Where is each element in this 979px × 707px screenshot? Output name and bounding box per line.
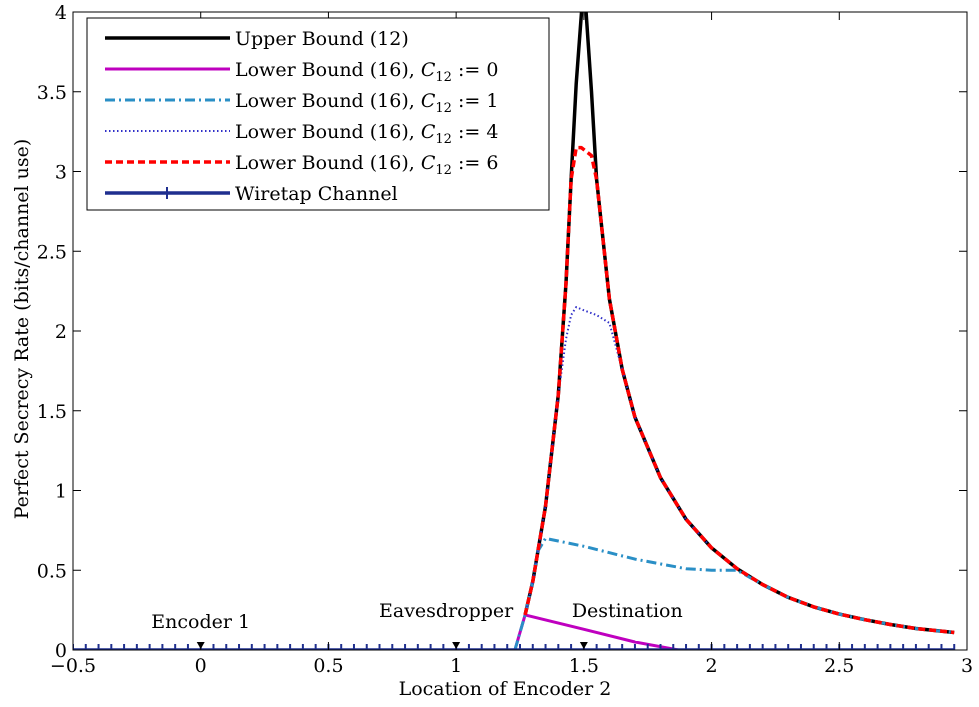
y-tick-label: 4: [55, 2, 67, 24]
x-tick-label: 1.5: [569, 655, 599, 677]
y-tick-label: 3: [55, 162, 67, 184]
legend-label-c1: Lower Bound (16), C12 := 1: [235, 90, 498, 116]
legend-math-subscript: 12: [435, 70, 452, 85]
legend: Upper Bound (12)Lower Bound (16), C12 :=…: [86, 17, 550, 211]
legend-math-value: := 1: [452, 90, 499, 112]
axes: −0.5 0 0.5 1 1.5 2 2.5 300.511.522.533.54: [37, 2, 973, 677]
legend-math-subscript: 12: [435, 132, 452, 147]
legend-math-symbol: C: [421, 90, 436, 112]
y-tick-label: 0.5: [37, 560, 67, 582]
legend-math-subscript: 12: [435, 163, 452, 178]
x-tick-label: 0.5: [313, 655, 343, 677]
legend-label-c4: Lower Bound (16), C12 := 4: [235, 121, 498, 147]
legend-label-upper: Upper Bound (12): [235, 28, 409, 50]
annotation-label-0: Encoder 1: [151, 611, 250, 633]
legend-label-text: Upper Bound (12): [235, 28, 409, 50]
legend-math-subscript: 12: [435, 101, 452, 116]
x-axis-label: Location of Encoder 2: [399, 678, 612, 700]
y-tick-label: 1.5: [37, 401, 67, 423]
x-tick-label: −0.5: [50, 655, 96, 677]
x-tick-label: 2.5: [824, 655, 854, 677]
series-line-c6: [523, 145, 955, 635]
legend-label-text: Lower Bound (16),: [235, 59, 421, 81]
x-tick-label: 0: [195, 655, 207, 677]
series-line-c1: [513, 536, 955, 650]
x-tick-label: 1: [450, 655, 462, 677]
legend-box: [86, 17, 550, 211]
y-tick-label: 1: [55, 481, 67, 503]
annotation-label-2: Destination: [572, 600, 683, 622]
y-tick-label: 0: [55, 640, 67, 662]
legend-label-text: Lower Bound (16),: [235, 121, 421, 143]
y-tick-label: 2: [55, 321, 67, 343]
y-tick-label: 2.5: [37, 241, 67, 263]
series-line-c4: [524, 306, 713, 616]
legend-math-symbol: C: [421, 152, 436, 174]
legend-label-text: Wiretap Channel: [235, 183, 398, 205]
legend-label-c0: Lower Bound (16), C12 := 0: [235, 59, 498, 85]
legend-math-value: := 6: [452, 152, 499, 174]
y-axis-label: Perfect Secrecy Rate (bits/channel use): [11, 139, 33, 520]
legend-label-c6: Lower Bound (16), C12 := 6: [235, 152, 498, 178]
series-line-upper: [523, 12, 955, 635]
legend-label-wiretap: Wiretap Channel: [235, 183, 398, 205]
legend-math-value: := 0: [452, 59, 499, 81]
annotation-label-1: Eavesdropper: [379, 600, 514, 622]
legend-math-value: := 4: [452, 121, 499, 143]
annotations: Encoder 1 Eavesdropper Destination: [151, 600, 683, 649]
legend-math-symbol: C: [421, 59, 436, 81]
legend-label-text: Lower Bound (16),: [235, 90, 421, 112]
y-tick-label: 3.5: [37, 82, 67, 104]
x-tick-label: 2: [706, 655, 718, 677]
legend-label-text: Lower Bound (16),: [235, 152, 421, 174]
x-tick-label: 3: [961, 655, 973, 677]
legend-math-symbol: C: [421, 121, 436, 143]
